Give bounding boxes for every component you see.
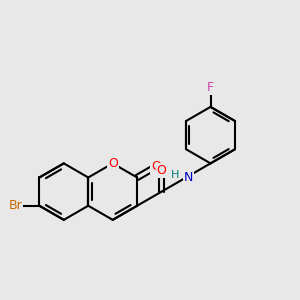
Text: H: H [171, 169, 179, 179]
Text: O: O [151, 160, 160, 173]
Text: O: O [157, 164, 166, 177]
Text: N: N [184, 171, 193, 184]
Text: F: F [207, 81, 214, 94]
Text: O: O [108, 157, 118, 170]
Text: Br: Br [9, 199, 22, 212]
